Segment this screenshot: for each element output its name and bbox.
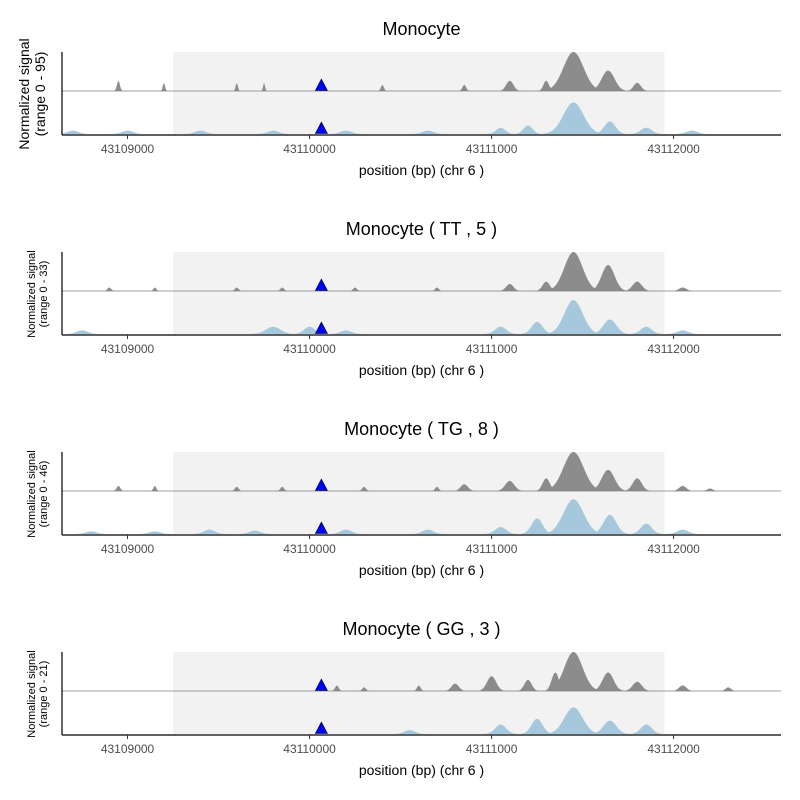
x-tick-label: 43110000: [283, 742, 336, 756]
variant-marker-2: [314, 721, 328, 734]
variant-marker-1: [314, 278, 328, 291]
y-axis-label-line2: (range 0 - 95): [32, 52, 48, 137]
x-tick-label: 43110000: [283, 542, 336, 556]
x-tick-label: 43109000: [101, 142, 155, 156]
chart-panel-4: Monocyte ( GG , 3 ) 43109000 43110000 43111…: [26, 619, 781, 778]
signal-track-1: [62, 52, 781, 91]
variant-marker-1: [314, 78, 328, 91]
y-axis-label-line1: Normalized signal: [26, 250, 38, 337]
chart-title: Monocyte ( GG , 3 ): [342, 619, 500, 639]
x-tick-label: 43109000: [101, 542, 155, 556]
chart-panel-1: Monocyte 43109000 43110000 43111000 43112000…: [16, 19, 781, 178]
y-axis-label-line1: Normalized signal: [26, 450, 38, 537]
variant-marker-2: [314, 521, 328, 534]
chart-panel-2: Monocyte ( TT , 5 ) 43109000 43110000 43111…: [26, 219, 781, 378]
x-tick-label: 43111000: [466, 142, 518, 156]
x-tick-label: 43112000: [647, 742, 700, 756]
x-tick-label: 43112000: [647, 542, 700, 556]
chart-panel-3: Monocyte ( TG , 8 ) 43109000 43110000 43111…: [26, 419, 781, 578]
chart-title: Monocyte ( TG , 8 ): [344, 419, 499, 439]
variant-marker-1: [314, 678, 328, 691]
variant-marker-2: [314, 321, 328, 334]
x-tick-label: 43111000: [466, 742, 518, 756]
highlight-region: [173, 452, 665, 534]
highlight-region: [173, 252, 665, 334]
x-tick-label: 43109000: [101, 342, 155, 356]
x-axis-label: position (bp) (chr 6 ): [359, 162, 484, 178]
chart-title: Monocyte ( TT , 5 ): [346, 219, 497, 239]
variant-marker-2: [314, 121, 328, 134]
y-axis-label-line2: (range 0 - 46): [38, 461, 50, 528]
x-tick-label: 43112000: [647, 142, 700, 156]
x-tick-label: 43109000: [101, 742, 155, 756]
x-tick-label: 43111000: [466, 342, 518, 356]
x-tick-label: 43111000: [466, 542, 518, 556]
x-tick-label: 43110000: [283, 342, 336, 356]
x-tick-label: 43112000: [647, 342, 700, 356]
y-axis-label-line1: Normalized signal: [26, 650, 38, 737]
y-axis-label-line2: (range 0 - 21): [38, 661, 50, 728]
x-tick-label: 43110000: [283, 142, 336, 156]
y-axis-label-line1: Normalized signal: [16, 38, 32, 149]
chart-title: Monocyte: [382, 19, 460, 39]
signal-track-1: [62, 252, 781, 291]
x-axis-label: position (bp) (chr 6 ): [359, 362, 484, 378]
signal-track-1: [62, 452, 781, 491]
highlight-region: [173, 652, 665, 734]
y-axis-label-line2: (range 0 - 33): [38, 261, 50, 328]
highlight-region: [173, 52, 665, 134]
variant-marker-1: [314, 478, 328, 491]
x-axis-label: position (bp) (chr 6 ): [359, 762, 484, 778]
x-axis-label: position (bp) (chr 6 ): [359, 562, 484, 578]
